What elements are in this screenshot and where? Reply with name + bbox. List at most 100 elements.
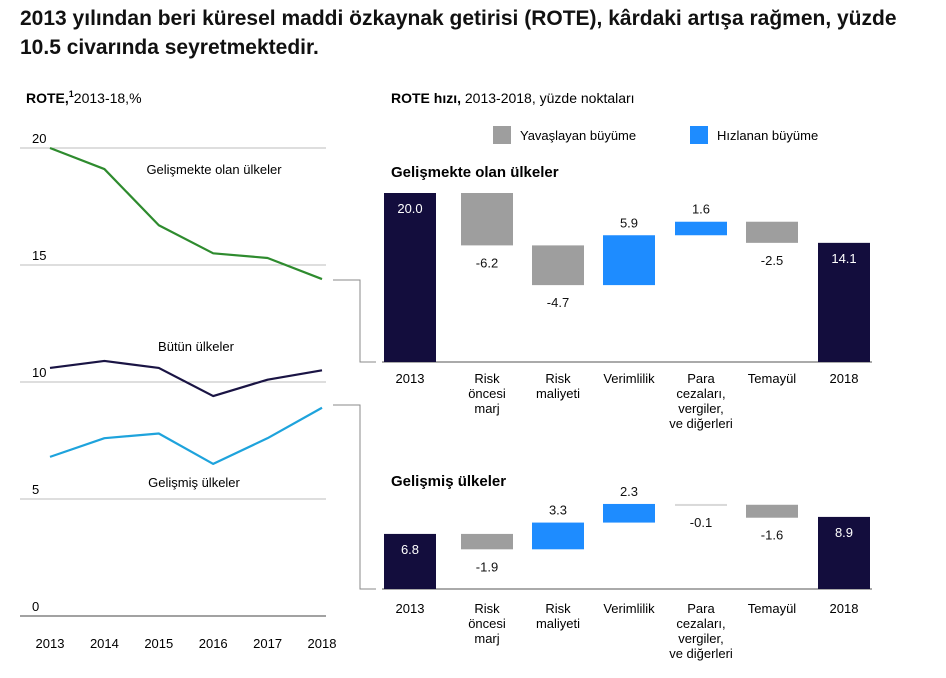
category-label: Para cezaları, vergiler, ve diğerleri xyxy=(669,371,733,431)
data-label: -1.6 xyxy=(761,528,783,543)
category-label-line: vergiler, xyxy=(678,631,724,646)
slowdown-bar xyxy=(461,533,513,550)
legend-label: Yavaşlayan büyüme xyxy=(520,128,636,143)
y-tick-label: 10 xyxy=(32,365,46,380)
data-label: 8.9 xyxy=(835,525,853,540)
x-tick-label: 2017 xyxy=(253,636,282,651)
line-chart-title: ROTE,12013-18,% xyxy=(26,89,142,106)
slowdown-bar xyxy=(746,504,798,518)
slowdown-bar xyxy=(675,503,727,506)
category-label-line: Verimlilik xyxy=(603,371,655,386)
waterfall-title: ROTE hızı, 2013-2018, yüzde noktaları xyxy=(391,90,635,106)
category-label-line: Temayül xyxy=(748,601,797,616)
speedup-bar xyxy=(603,503,655,523)
y-tick-label: 5 xyxy=(32,482,39,497)
category-label: Risk öncesi marj xyxy=(468,601,506,646)
connector-emerging xyxy=(333,279,376,363)
x-tick-label: 2018 xyxy=(308,636,337,651)
category-label-line: Risk xyxy=(545,601,571,616)
data-label: 6.8 xyxy=(401,542,419,557)
endpoint-bar xyxy=(818,242,870,362)
category-label-line: 2018 xyxy=(830,601,859,616)
data-label: -6.2 xyxy=(476,255,498,270)
category-label: Verimlilik xyxy=(603,371,655,386)
category-label-line: Para xyxy=(687,601,715,616)
series-line xyxy=(49,406,323,465)
x-tick-label: 2013 xyxy=(36,636,65,651)
category-label-line: 2018 xyxy=(830,371,859,386)
category-label-line: Risk xyxy=(474,601,500,616)
category-label: Temayül xyxy=(748,371,797,386)
category-label-line: ve diğerleri xyxy=(669,416,733,431)
line-chart-subtitle: 2013-18,% xyxy=(74,90,142,106)
connector-developed xyxy=(333,404,376,590)
series-line xyxy=(49,146,323,281)
y-tick-label: 20 xyxy=(32,131,46,146)
series-line xyxy=(49,359,323,398)
x-tick-label: 2014 xyxy=(90,636,119,651)
category-label: 2013 xyxy=(396,371,425,386)
data-label: -4.7 xyxy=(547,295,569,310)
speedup-bar xyxy=(532,522,584,550)
waterfall-subtitle: 2013-2018, yüzde noktaları xyxy=(465,90,635,106)
waterfall-title-main: ROTE hızı, xyxy=(391,90,461,106)
series-label: Bütün ülkeler xyxy=(158,339,235,354)
line-chart-title-footnote: 1 xyxy=(69,89,74,99)
data-label: 14.1 xyxy=(831,251,856,266)
category-label: 2018 xyxy=(830,601,859,616)
category-label-line: Risk xyxy=(474,371,500,386)
speedup-bar xyxy=(675,221,727,236)
category-label-line: cezaları, xyxy=(676,616,725,631)
category-label: Risk öncesi marj xyxy=(468,371,506,416)
legend-label: Hızlanan büyüme xyxy=(717,128,818,143)
legend: Yavaşlayan büyüme Hızlanan büyüme xyxy=(493,126,818,144)
legend-swatch xyxy=(493,126,511,144)
y-tick-label: 15 xyxy=(32,248,46,263)
slowdown-bar xyxy=(461,193,513,246)
data-label: -1.9 xyxy=(476,559,498,574)
category-label-line: 2013 xyxy=(396,371,425,386)
category-label-line: maliyeti xyxy=(536,386,580,401)
category-label-line: marj xyxy=(474,631,499,646)
data-label: 1.6 xyxy=(692,202,710,217)
panel-title: Gelişmiş ülkeler xyxy=(391,473,506,490)
series-label: Gelişmiş ülkeler xyxy=(148,475,240,490)
x-tick-label: 2015 xyxy=(144,636,173,651)
category-label-line: öncesi xyxy=(468,616,506,631)
category-label-line: Para xyxy=(687,371,715,386)
data-label: 5.9 xyxy=(620,215,638,230)
endpoint-bar xyxy=(818,516,870,589)
category-label-line: vergiler, xyxy=(678,401,724,416)
series-label: Gelişmekte olan ülkeler xyxy=(146,162,282,177)
connectors xyxy=(333,279,376,590)
x-tick-label: 2016 xyxy=(199,636,228,651)
category-label: Temayül xyxy=(748,601,797,616)
endpoint-bar xyxy=(384,533,436,589)
category-label: 2013 xyxy=(396,601,425,616)
slowdown-bar xyxy=(746,221,798,243)
category-label-line: marj xyxy=(474,401,499,416)
data-label: 20.0 xyxy=(397,201,422,216)
category-label-line: Verimlilik xyxy=(603,601,655,616)
category-label: Para cezaları, vergiler, ve diğerleri xyxy=(669,601,733,661)
data-label: 2.3 xyxy=(620,484,638,499)
panel-title: Gelişmekte olan ülkeler xyxy=(391,164,559,181)
category-label-line: Risk xyxy=(545,371,571,386)
data-label: 3.3 xyxy=(549,503,567,518)
legend-swatch xyxy=(690,126,708,144)
category-label-line: ve diğerleri xyxy=(669,646,733,661)
headline: 2013 yılından beri küresel maddi özkayna… xyxy=(20,7,897,59)
category-label-line: maliyeti xyxy=(536,616,580,631)
category-label-line: cezaları, xyxy=(676,386,725,401)
speedup-bar xyxy=(603,235,655,286)
line-chart: 0 5 10 15 20 2013 2014 2015 2016 2017 2018 Gelişmek… xyxy=(20,131,336,651)
category-label: Risk maliyeti xyxy=(536,601,580,631)
category-label-line: 2013 xyxy=(396,601,425,616)
data-label: -0.1 xyxy=(690,515,712,530)
slowdown-bar xyxy=(532,245,584,286)
category-label-line: öncesi xyxy=(468,386,506,401)
category-label: Verimlilik xyxy=(603,601,655,616)
category-label: Risk maliyeti xyxy=(536,371,580,401)
waterfall-chart: Gelişmekte olan ülkeler 20.0 -6.2 -4.7 5.9 1.… xyxy=(382,164,872,661)
